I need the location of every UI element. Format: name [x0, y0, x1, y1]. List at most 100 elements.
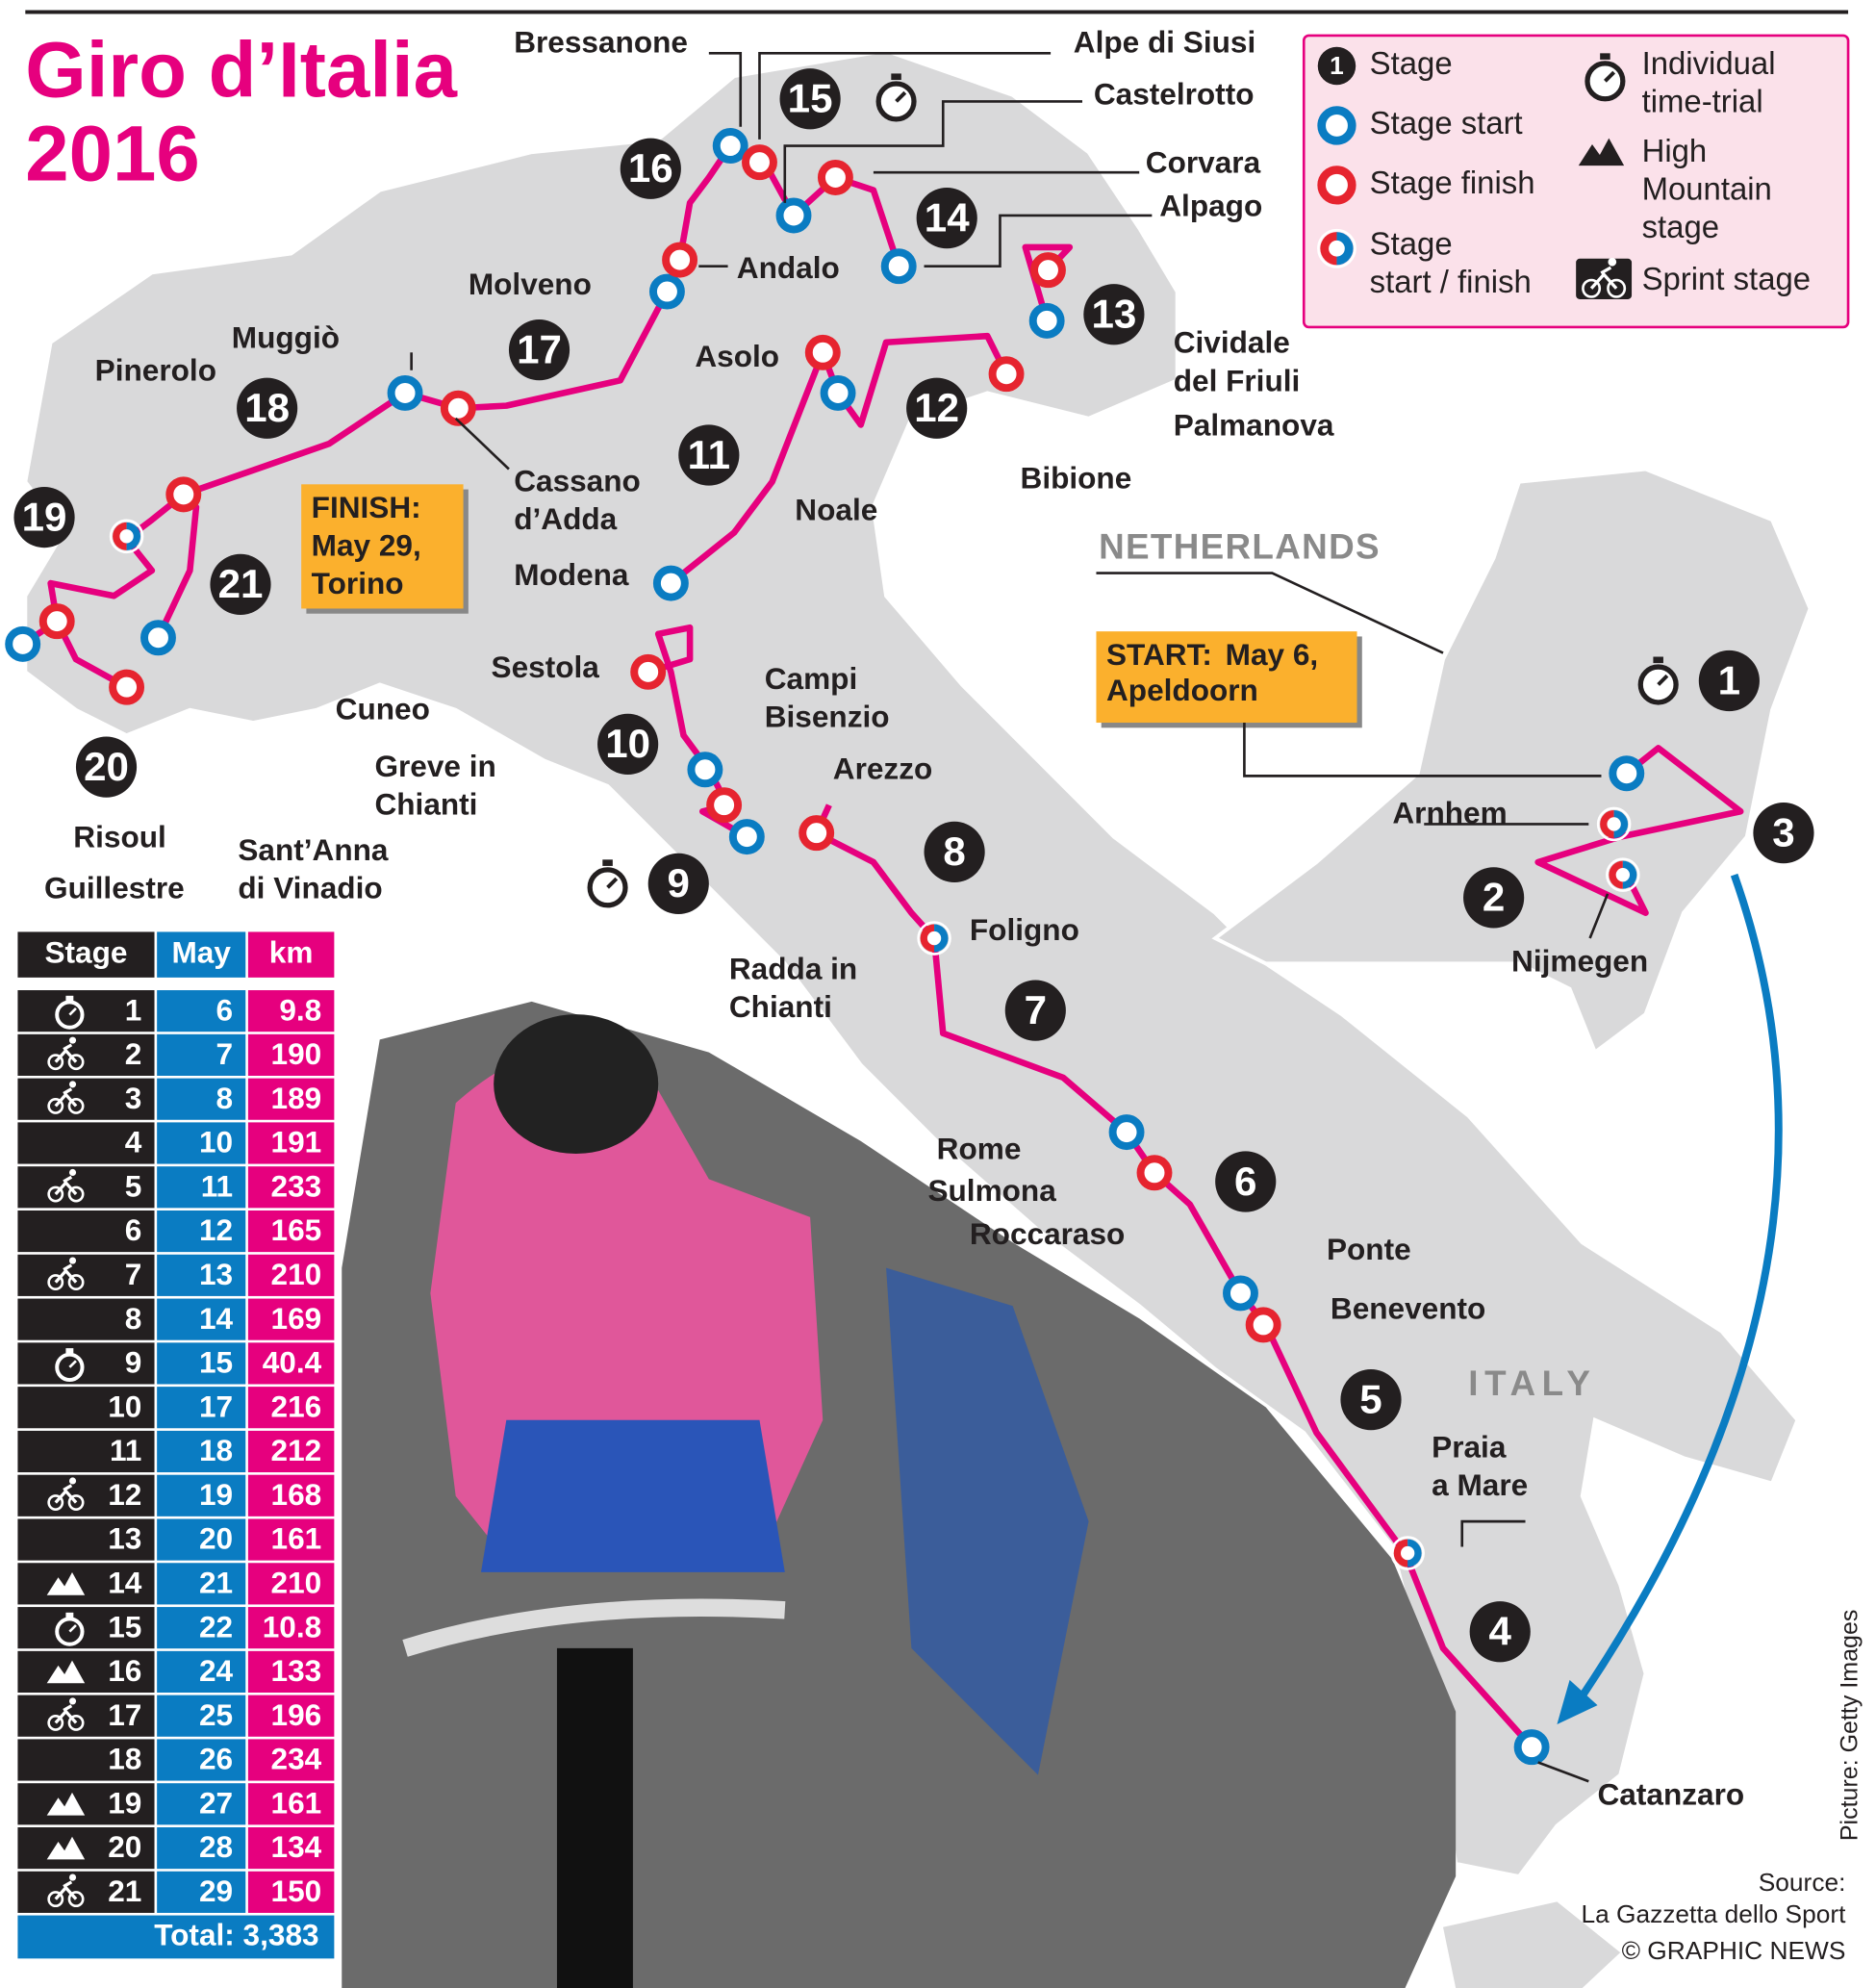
- stage-number: 6: [1234, 1159, 1256, 1204]
- table-cell: [157, 1783, 246, 1825]
- sprint-icon: [68, 1697, 77, 1705]
- stopwatch-icon: [895, 90, 907, 103]
- stopwatch-icon: [65, 1348, 74, 1354]
- place-name: Bibione: [1021, 461, 1132, 496]
- stage-number: 10: [605, 721, 650, 766]
- sprint-icon: [54, 1880, 78, 1900]
- table-cell: [17, 1695, 155, 1737]
- marker-ring: [109, 519, 144, 554]
- mountain-icon: [46, 1571, 86, 1595]
- marker-start: [387, 374, 423, 411]
- table-may: 6: [216, 992, 234, 1027]
- sprint-icon: [47, 1494, 64, 1511]
- table-stage: 21: [108, 1873, 141, 1908]
- table-km: 191: [271, 1125, 322, 1160]
- place-name: Chianti: [374, 786, 477, 821]
- table-cell: [157, 1122, 246, 1164]
- marker-start-finish: [934, 924, 949, 953]
- marker-start: [648, 273, 685, 310]
- legend-label: Sprint stage: [1642, 261, 1811, 296]
- stopwatch-icon: [68, 1360, 77, 1368]
- marker-finish: [804, 334, 841, 370]
- table-cell: [157, 1033, 246, 1076]
- table-km: 150: [271, 1873, 322, 1908]
- marker-start-finish: [1320, 232, 1337, 266]
- callout-text: Apeldoorn: [1106, 673, 1258, 707]
- title: 2016: [25, 111, 199, 198]
- marker-start-finish: [1609, 860, 1623, 889]
- transfer-arrowhead: [1557, 1679, 1598, 1724]
- place-name: Noale: [795, 493, 877, 527]
- stage-number: 15: [788, 76, 833, 121]
- stage-badge: [210, 553, 271, 616]
- table-cell: [247, 1783, 335, 1825]
- mountain-icon: [46, 1660, 86, 1684]
- table-cell: [157, 1607, 246, 1649]
- stopwatch-icon: [1600, 53, 1610, 60]
- place-name: Corvara: [1146, 145, 1261, 180]
- table-cell: [17, 1474, 155, 1516]
- table-km: 233: [271, 1168, 322, 1203]
- table-cell: [247, 1518, 335, 1561]
- marker-start-finish: [1336, 232, 1354, 266]
- table-cell: [17, 1739, 155, 1781]
- marker-finish: [799, 815, 835, 852]
- marker-finish: [165, 476, 202, 513]
- table-cell: [17, 990, 155, 1032]
- marker-start: [880, 248, 917, 285]
- legend-symbol-text: 1: [1330, 51, 1344, 80]
- stopwatch-icon: [65, 995, 74, 1002]
- table-header-cell: [17, 931, 155, 978]
- stopwatch-icon: [68, 1007, 77, 1016]
- stage-number: 13: [1091, 292, 1136, 337]
- marker-start-finish: [1407, 1539, 1422, 1567]
- table-stage: 12: [108, 1477, 141, 1512]
- stopwatch-icon: [65, 1612, 74, 1618]
- sprint-icon: [67, 1715, 85, 1731]
- place-name: Ponte: [1327, 1232, 1411, 1266]
- legend-label: Stage: [1370, 45, 1453, 81]
- table-may: 17: [199, 1389, 233, 1423]
- marker-start: [820, 374, 856, 411]
- stopwatch-icon: [602, 859, 613, 866]
- stage-badge: [75, 736, 138, 798]
- sprint-icon: [68, 1168, 77, 1177]
- table-stage: 7: [125, 1257, 142, 1291]
- mountain-icon: [1578, 138, 1625, 166]
- country-label: NETHERLANDS: [1099, 526, 1381, 566]
- marker-start-finish: [1393, 1539, 1408, 1567]
- marker-start: [687, 752, 723, 788]
- table-may: 21: [199, 1565, 233, 1599]
- table-cell: [17, 1254, 155, 1296]
- table-stage: 16: [108, 1653, 141, 1688]
- table-cell: [247, 1342, 335, 1385]
- table-may: 7: [216, 1036, 234, 1071]
- place-name: Benevento: [1331, 1291, 1485, 1326]
- legend-label: start / finish: [1370, 264, 1532, 299]
- marker-start: [1609, 755, 1645, 792]
- sprint-icon: [47, 1891, 64, 1908]
- table-km: 165: [271, 1212, 322, 1247]
- table-header: Stage: [44, 934, 127, 969]
- marker-finish: [440, 390, 476, 426]
- table-cell: [247, 1695, 335, 1737]
- stage-number: 20: [84, 744, 129, 789]
- marker-ring: [1596, 806, 1632, 842]
- stage-number: 17: [517, 326, 562, 371]
- table-may: 29: [199, 1873, 233, 1908]
- table-cell: [157, 1650, 246, 1693]
- legend-label: High: [1642, 133, 1708, 168]
- table-cell: [247, 1078, 335, 1120]
- stage-number: 9: [668, 860, 690, 905]
- marker-start: [712, 128, 748, 165]
- country-label: ITALY: [1468, 1364, 1596, 1403]
- legend-label: Stage finish: [1370, 165, 1535, 200]
- table-cell: [17, 1563, 155, 1605]
- legend-label: Stage start: [1370, 105, 1523, 140]
- sprint-icon: [54, 1263, 78, 1284]
- legend-label: Individual: [1642, 45, 1776, 81]
- table-cell: [247, 1607, 335, 1649]
- transfer-arrow: [1572, 873, 1783, 1708]
- marker-finish: [988, 356, 1025, 393]
- table-may: 8: [216, 1081, 234, 1115]
